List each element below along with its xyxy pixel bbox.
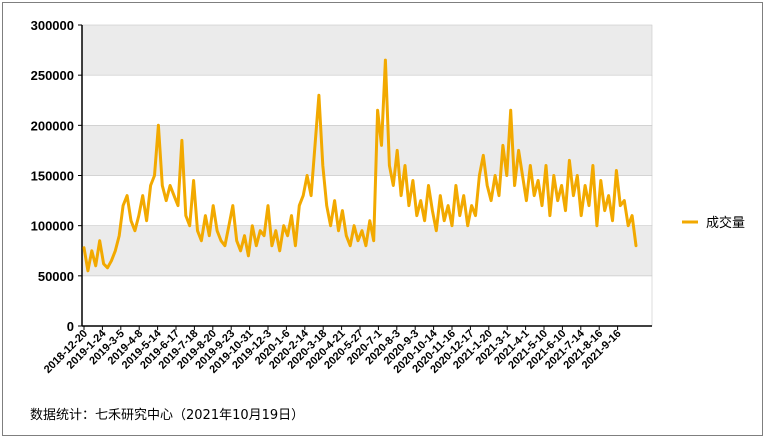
y-tick-label: 300000 (31, 18, 74, 33)
y-tick-label: 250000 (31, 68, 74, 83)
y-tick-label: 100000 (31, 219, 74, 234)
source-note: 数据统计：七禾研究中心（2021年10月19日） (30, 408, 305, 423)
y-tick-label: 50000 (38, 269, 74, 284)
y-tick-labels: 0 50000 100000 150000 200000 250000 300000 (31, 18, 82, 334)
legend-label: 成交量 (706, 215, 745, 231)
grid-bands (81, 24, 653, 327)
series-line-成交量 (82, 58, 638, 273)
legend: 成交量 (682, 215, 745, 231)
grid-band (81, 275, 653, 327)
y-tick-label: 0 (67, 319, 74, 334)
y-tick-label: 150000 (31, 169, 74, 184)
y-tick-label: 200000 (31, 118, 74, 133)
grid-band (81, 24, 653, 76)
x-tick-labels: 2018-12-202019-1-242019-3-52019-4-82019-… (42, 326, 624, 376)
grid-band (81, 74, 653, 126)
grid-band (81, 125, 653, 176)
